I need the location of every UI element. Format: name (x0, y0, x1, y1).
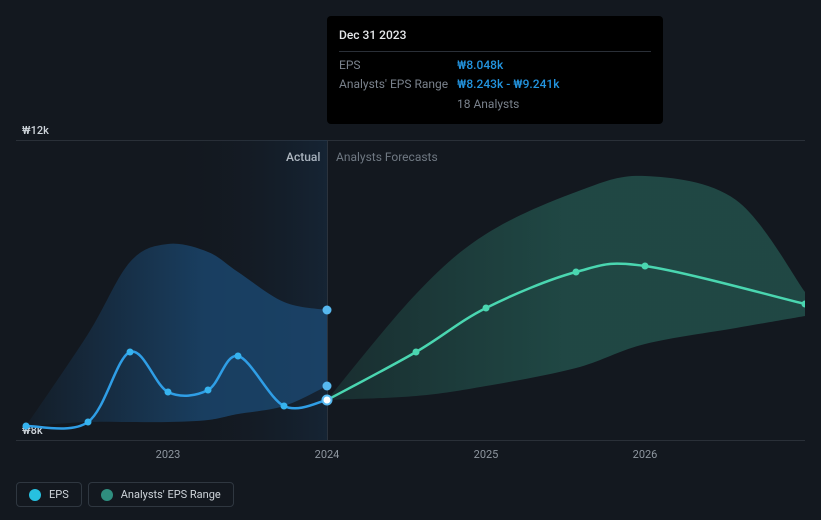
legend-item-eps[interactable]: EPS (16, 482, 82, 507)
legend-label: Analysts' EPS Range (121, 488, 221, 501)
tooltip-sub: 18 Analysts (457, 95, 519, 114)
tooltip-card: Dec 31 2023 EPS ₩8.048k Analysts' EPS Ra… (327, 16, 663, 124)
x-axis-label: 2024 (315, 448, 340, 461)
legend-swatch (29, 489, 41, 501)
x-axis-label: 2023 (156, 448, 181, 461)
x-axis-label: 2025 (474, 448, 499, 461)
chart-svg (16, 124, 805, 444)
legend-item-range[interactable]: Analysts' EPS Range (88, 482, 234, 507)
tooltip-row-eps: EPS ₩8.048k (339, 56, 651, 75)
tooltip-row-range: Analysts' EPS Range ₩8.243k - ₩9.241k (339, 75, 651, 94)
legend-label: EPS (49, 488, 69, 501)
tooltip-row-sub: 18 Analysts (339, 95, 651, 114)
legend-swatch (101, 489, 113, 501)
tooltip-value: ₩8.048k (457, 56, 503, 75)
tooltip-value: ₩8.243k - ₩9.241k (457, 75, 559, 94)
eps-chart[interactable]: ₩12k ₩8k Actual Analysts Forecasts 20232… (16, 124, 805, 480)
x-axis-label: 2026 (633, 448, 658, 461)
legend: EPS Analysts' EPS Range (16, 482, 234, 507)
tooltip-label: EPS (339, 56, 457, 75)
tooltip-label: Analysts' EPS Range (339, 75, 457, 94)
tooltip-date: Dec 31 2023 (339, 26, 651, 52)
